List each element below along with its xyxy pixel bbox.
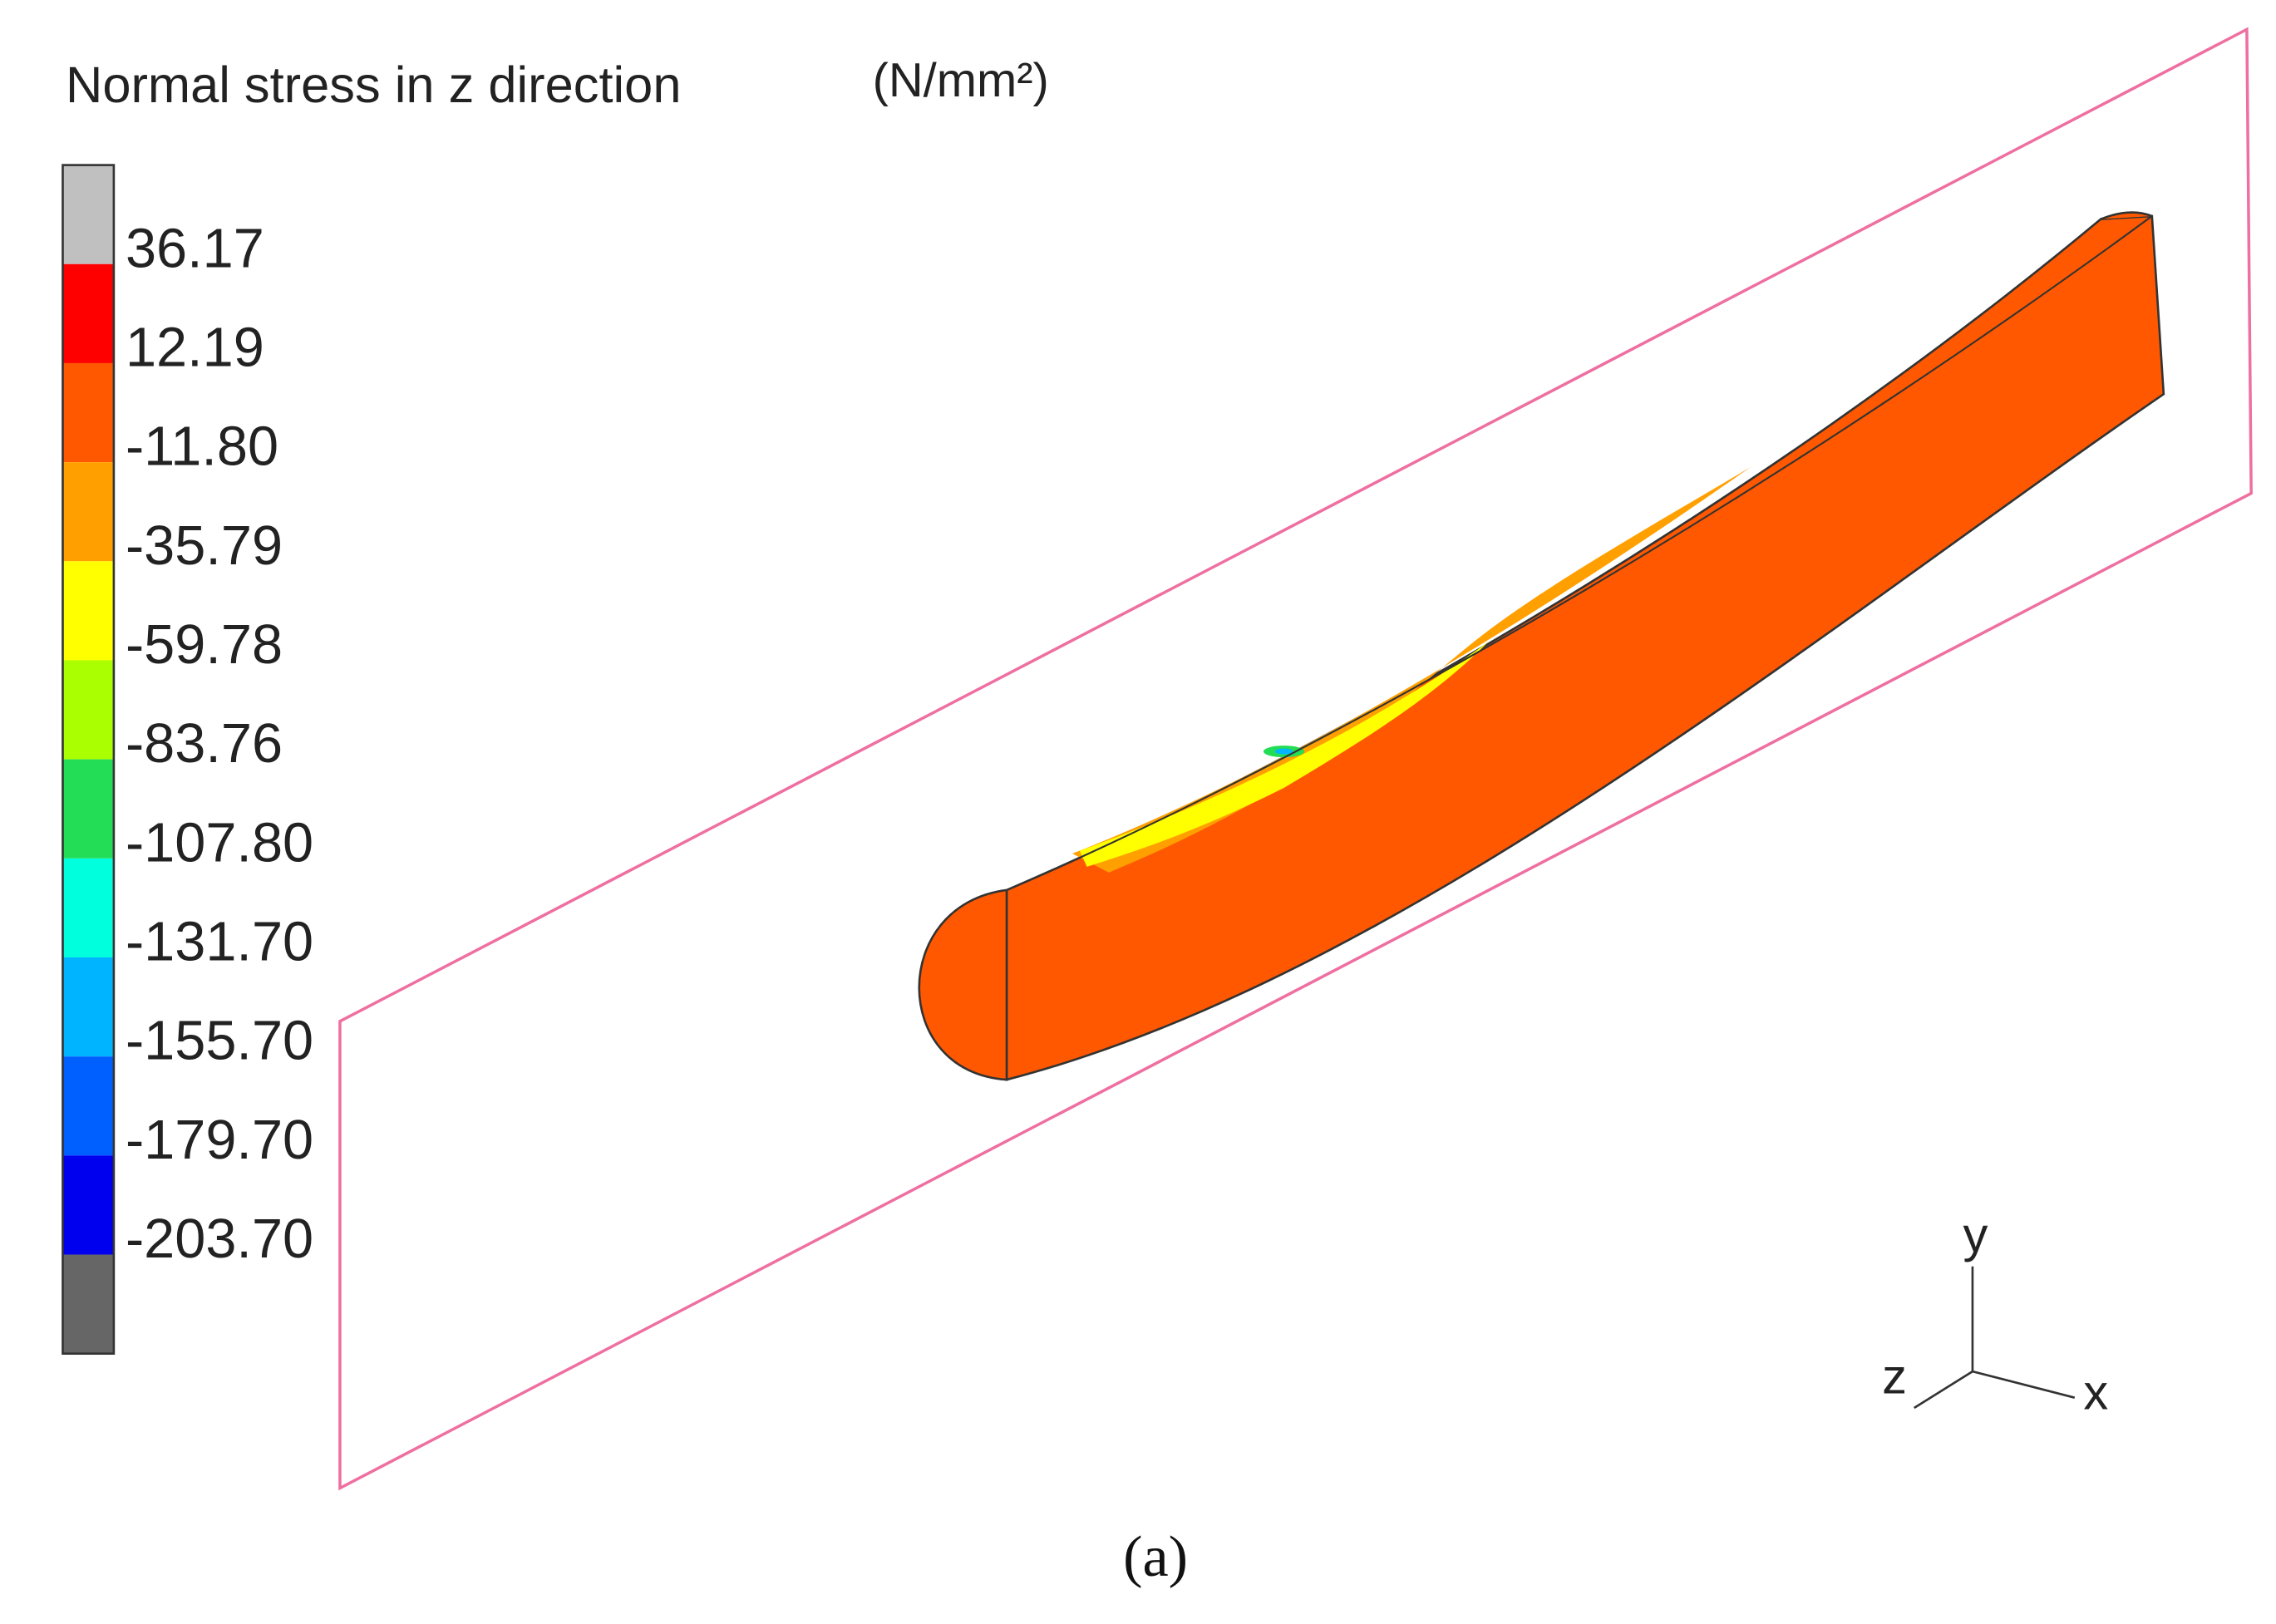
legend-label: -203.70 [126,1208,313,1270]
legend-swatch [62,462,114,562]
zone-orange [1072,466,1751,873]
legend-swatch [62,362,114,463]
legend-swatch [62,1254,114,1354]
zone-blue [1274,748,1293,755]
legend-label: -11.80 [126,416,278,478]
legend-swatch [62,957,114,1057]
legend-label: -131.70 [126,911,313,972]
z-axis-label: z [1882,1348,1907,1404]
unit: (N/mm²) [873,54,1049,107]
legend-swatch [62,858,114,957]
beam-end [2100,211,2153,220]
z-axis-arrow [1914,1370,1973,1410]
axis-triad [1914,1266,2076,1410]
legend-swatch [62,263,114,363]
beam-end-cap [918,888,1008,1081]
legend-label: -83.76 [126,713,283,775]
beam-body [1005,214,2165,1081]
legend-label: -155.70 [126,1011,313,1072]
legend-frame [62,164,116,1355]
legend-label: 36.17 [126,218,264,279]
legend-swatch [62,561,114,661]
section-plane [338,27,2253,1491]
legend-swatch [62,660,114,760]
zone-yellow [1079,642,1489,867]
legend-swatch [62,1056,114,1156]
legend-label: -179.70 [126,1110,313,1171]
y-axis-label: y [1963,1207,1988,1262]
legend-label: -35.79 [126,515,283,577]
legend-label: -59.78 [126,614,283,676]
color-legend: 36.17 12.19 -11.80 -35.79 -59.78 -83.76 -107.8… [62,164,313,1355]
legend-swatch [62,165,114,264]
caption: (a) [1123,1524,1188,1589]
legend-swatch [62,759,114,859]
x-axis-arrow [1972,1370,2076,1399]
legend-swatch [62,1155,114,1255]
beam [918,211,2165,1081]
x-axis-label: x [2083,1365,2108,1420]
title: Normal stress in z direction [66,57,682,114]
beam-edge [1006,215,2153,891]
legend-label: -107.80 [126,812,313,874]
legend-label: 12.19 [126,317,264,378]
